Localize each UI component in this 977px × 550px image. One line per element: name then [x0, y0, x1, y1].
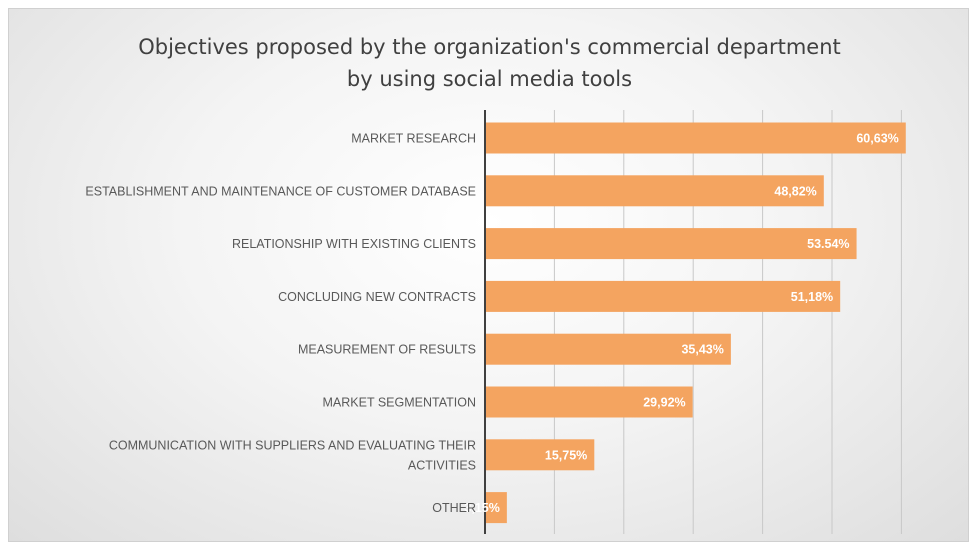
category-label: MARKET RESEARCH: [351, 132, 476, 146]
gridlines: [553, 110, 902, 534]
category-label: COMMUNICATION WITH SUPPLIERS AND EVALUAT…: [109, 438, 476, 472]
data-label: 53.54%: [807, 237, 849, 251]
plot-area: 60,63% MARKET RESEARCH 48,82% ESTABLISHMENT…: [85, 110, 906, 534]
bar: [485, 280, 841, 312]
bar: [485, 439, 595, 471]
bar: [485, 122, 906, 154]
data-label: 60,63%: [856, 132, 898, 146]
chart-title-line-1: Objectives proposed by the organization'…: [138, 35, 841, 59]
data-label: 29,92%: [643, 396, 685, 410]
data-label: 3,15%: [464, 501, 499, 515]
bar: [485, 175, 824, 207]
chart-title-line-2: by using social media tools: [346, 67, 633, 91]
category-label: RELATIONSHIP WITH EXISTING CLIENTS: [232, 237, 476, 251]
data-label: 51,18%: [791, 290, 833, 304]
data-label: 48,82%: [774, 184, 816, 198]
category-label: ESTABLISHMENT AND MAINTENANCE OF CUSTOME…: [85, 184, 476, 198]
bar: [485, 386, 693, 418]
chart-title: Objectives proposed by the organization'…: [9, 31, 970, 95]
bar: [485, 333, 731, 365]
category-label: CONCLUDING NEW CONTRACTS: [278, 290, 476, 304]
bar: [485, 228, 857, 260]
labels: 60,63% MARKET RESEARCH 48,82% ESTABLISHMENT…: [85, 132, 898, 516]
category-label: MEASUREMENT OF RESULTS: [298, 343, 476, 357]
chart-area: Objectives proposed by the organization'…: [8, 8, 969, 542]
data-label: 15,75%: [545, 448, 587, 462]
data-label: 35,43%: [681, 343, 723, 357]
category-label: MARKET SEGMENTATION: [323, 396, 477, 410]
category-label: OTHER: [432, 501, 476, 515]
bars: [485, 122, 906, 524]
bar: [485, 492, 507, 524]
